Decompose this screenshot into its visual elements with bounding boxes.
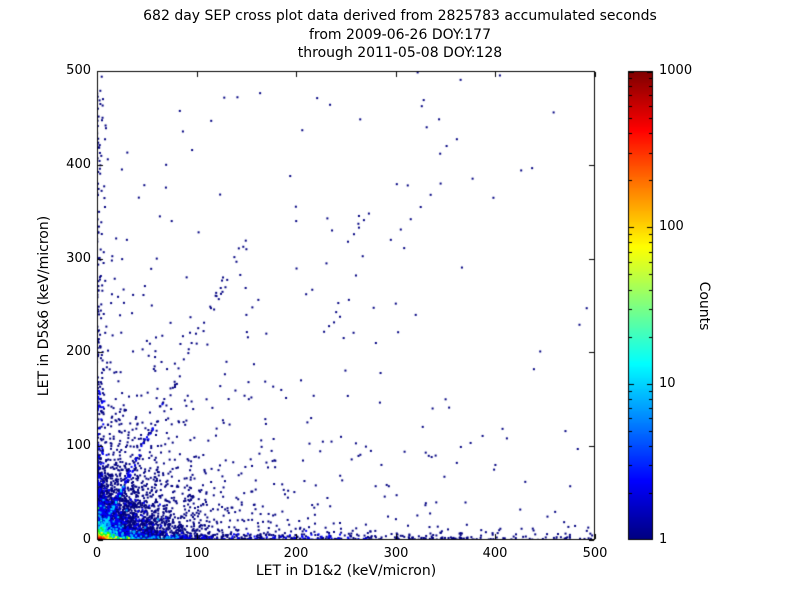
colorbar-tick-label: 1 — [659, 532, 668, 547]
x-tick-label: 400 — [482, 546, 508, 561]
y-tick-label: 500 — [66, 63, 91, 78]
y-tick-label: 100 — [66, 438, 91, 453]
x-tick-label: 500 — [582, 546, 608, 561]
x-tick-label: 100 — [184, 546, 210, 561]
x-tick-label: 200 — [283, 546, 309, 561]
plot-subtitle-from-date: from 2009-06-26 DOY:177 — [308, 27, 491, 43]
colorbar-tick-label: 1000 — [659, 63, 693, 78]
y-tick-label: 400 — [66, 157, 91, 172]
y-tick-label: 0 — [82, 532, 91, 547]
x-tick-label: 300 — [383, 546, 409, 561]
y-axis-label: LET in D5&6 (keV/micron) — [36, 215, 52, 397]
y-tick-label: 300 — [66, 251, 91, 266]
colorbar-tick-label: 10 — [659, 376, 676, 391]
x-axis-label: LET in D1&2 (keV/micron) — [255, 563, 437, 579]
x-tick-label: 0 — [92, 546, 102, 561]
plot-subtitle-through-date: through 2011-05-08 DOY:128 — [297, 45, 503, 61]
y-tick-label: 200 — [66, 344, 91, 359]
colorbar-tick-label: 100 — [659, 219, 684, 234]
colorbar-label: Counts — [696, 281, 712, 331]
plot-title: 682 day SEP cross plot data derived from… — [143, 8, 657, 24]
